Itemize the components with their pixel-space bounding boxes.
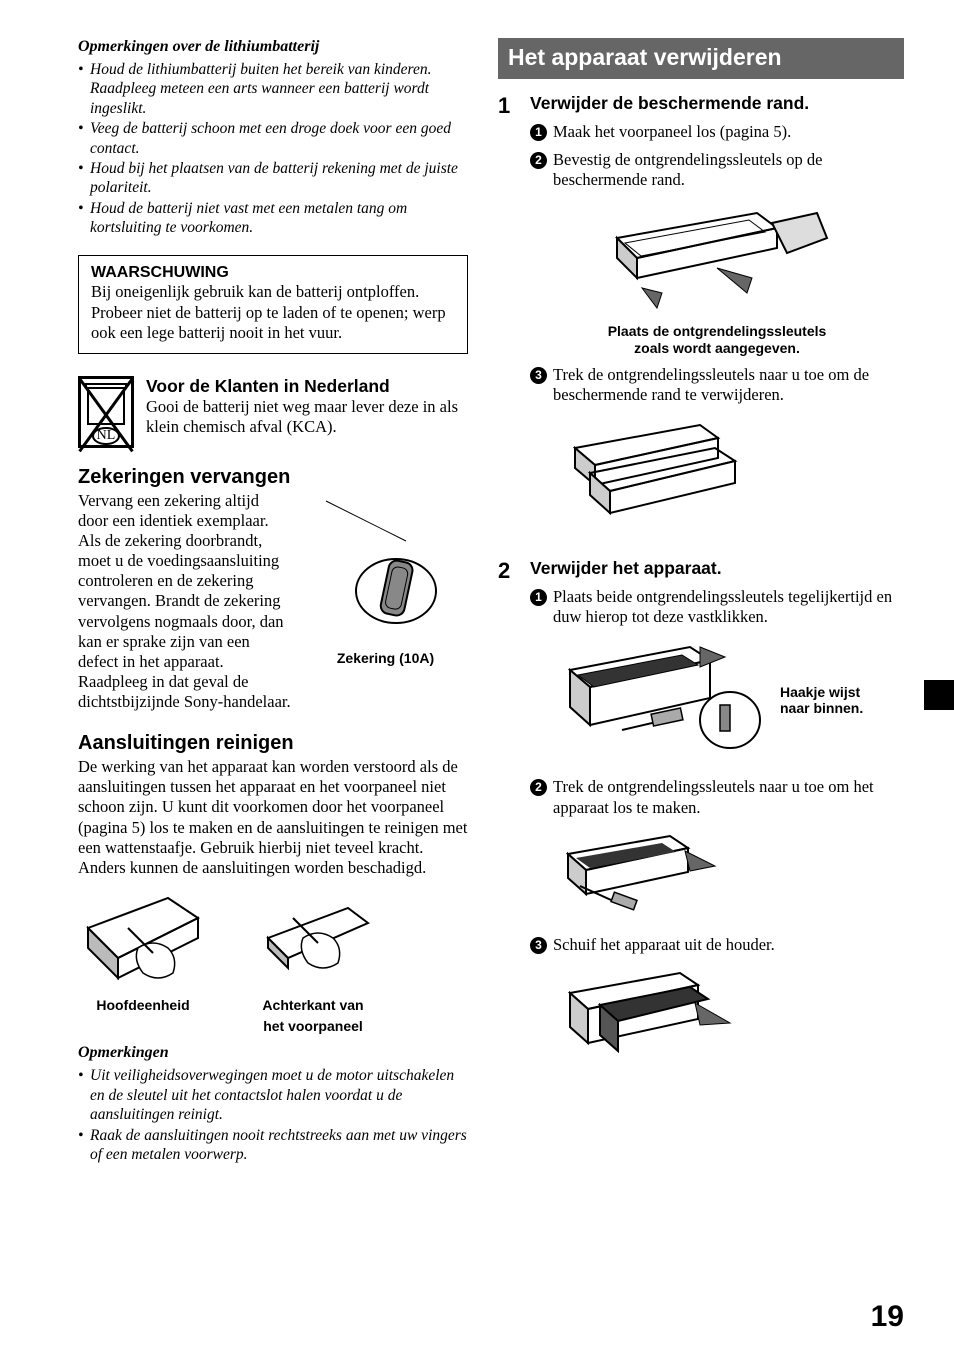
- fuse-heading: Zekeringen vervangen: [78, 466, 468, 489]
- opmerkingen-heading: Opmerkingen: [78, 1044, 468, 1062]
- lithium-note-item: Houd de batterij niet vast met een metal…: [78, 199, 468, 238]
- substep-1a-text: Maak het voorpaneel los (pagina 5).: [553, 122, 791, 142]
- page-number: 19: [871, 1300, 904, 1334]
- fig3-caption-line1: Haakje wijst: [780, 684, 863, 701]
- warning-body-1: Bij oneigenlijk gebruik kan de batterij …: [91, 282, 455, 302]
- nl-heading: Voor de Klanten in Nederland: [146, 376, 468, 397]
- substep-1-icon: 1: [530, 124, 547, 141]
- step-number-1: 1: [498, 93, 520, 554]
- substep-2b-text: Trek de ontgrendelingssleutels naar u to…: [553, 777, 904, 817]
- lithium-notes-list: Houd de lithiumbatterij buiten het berei…: [78, 60, 468, 237]
- fig1-caption-line2: zoals wordt aangegeven.: [530, 340, 904, 357]
- nl-code: NL: [92, 427, 120, 445]
- warning-body-2: Probeer niet de batterij op te laden of …: [91, 303, 455, 343]
- lithium-note-item: Veeg de batterij schoon met een droge do…: [78, 119, 468, 158]
- step-number-2: 2: [498, 558, 520, 1078]
- main-unit-illustration: [78, 888, 208, 988]
- figure-3-illustration: [550, 635, 770, 765]
- opmerkingen-list: Uit veiligheidsoverwegingen moet u de mo…: [78, 1066, 468, 1164]
- clean-heading: Aansluitingen reinigen: [78, 732, 468, 755]
- warning-title: WAARSCHUWING: [91, 264, 455, 282]
- fig3-caption-line2: naar binnen.: [780, 700, 863, 717]
- right-column: Het apparaat verwijderen 1 Verwijder de …: [498, 38, 904, 1182]
- figure-2-illustration: [550, 413, 770, 533]
- step-1-title: Verwijder de beschermende rand.: [530, 93, 904, 114]
- figure-5-illustration: [550, 963, 750, 1073]
- fuse-illustration: [316, 491, 456, 641]
- lithium-note-item: Houd de lithiumbatterij buiten het berei…: [78, 60, 468, 118]
- front-panel-back-illustration: [248, 888, 378, 988]
- warning-box: WAARSCHUWING Bij oneigenlijk gebruik kan…: [78, 255, 468, 353]
- substep-2-icon: 2: [530, 152, 547, 169]
- no-dispose-icon: NL: [78, 376, 134, 448]
- lithium-notes-heading: Opmerkingen over de lithiumbatterij: [78, 38, 468, 56]
- figure-4-illustration: [550, 826, 740, 916]
- opmerking-item: Raak de aansluitingen nooit rechtstreeks…: [78, 1126, 468, 1165]
- section-banner: Het apparaat verwijderen: [498, 38, 904, 79]
- substep-3-icon: 3: [530, 367, 547, 384]
- substep-2-1-icon: 1: [530, 589, 547, 606]
- nl-body: Gooi de batterij niet weg maar lever dez…: [146, 397, 468, 437]
- clean-caption-2a: Achterkant van: [248, 997, 378, 1014]
- clean-body: De werking van het apparaat kan worden v…: [78, 757, 468, 878]
- lithium-note-item: Houd bij het plaatsen van de batterij re…: [78, 159, 468, 198]
- substep-2-3-icon: 3: [530, 937, 547, 954]
- figure-1-illustration: [587, 198, 847, 318]
- fig1-caption-line1: Plaats de ontgrendelingssleutels: [530, 323, 904, 340]
- substep-2-2-icon: 2: [530, 779, 547, 796]
- clean-caption-1: Hoofdeenheid: [78, 997, 208, 1014]
- left-column: Opmerkingen over de lithiumbatterij Houd…: [78, 38, 468, 1182]
- substep-1c-text: Trek de ontgrendelingssleutels naar u to…: [553, 365, 904, 405]
- fuse-caption: Zekering (10A): [303, 650, 468, 666]
- fuse-body: Vervang een zekering altijd door een ide…: [78, 491, 293, 712]
- opmerking-item: Uit veiligheidsoverwegingen moet u de mo…: [78, 1066, 468, 1124]
- step-2-title: Verwijder het apparaat.: [530, 558, 904, 579]
- substep-2c-text: Schuif het apparaat uit de houder.: [553, 935, 775, 955]
- substep-2a-text: Plaats beide ontgrendelingssleutels tege…: [553, 587, 904, 627]
- substep-1b-text: Bevestig de ontgrendelingssleutels op de…: [553, 150, 904, 190]
- page-edge-tab: [924, 680, 954, 710]
- clean-caption-2b: het voorpaneel: [248, 1018, 378, 1035]
